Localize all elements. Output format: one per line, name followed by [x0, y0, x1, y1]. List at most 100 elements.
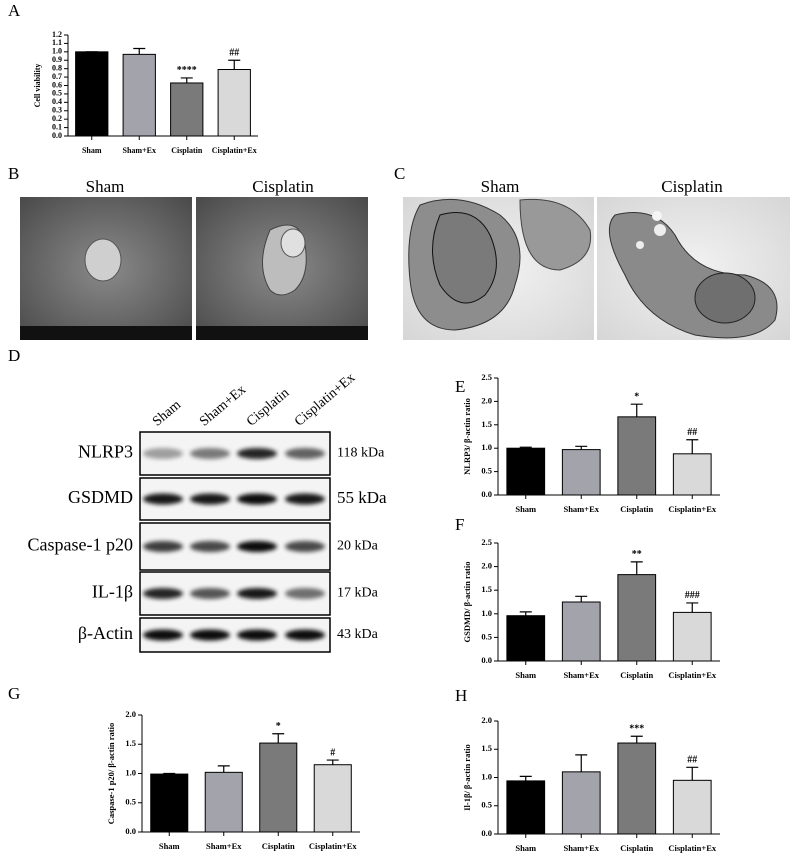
- bar: [561, 449, 601, 496]
- error-bar: [519, 775, 532, 781]
- error-bar: [326, 759, 339, 765]
- protein-label: NLRP3: [78, 442, 133, 462]
- significance-label: *: [276, 721, 281, 732]
- blot-band: [237, 448, 277, 459]
- significance-label: ##: [687, 755, 697, 766]
- bar: [506, 780, 546, 835]
- bar: [170, 82, 204, 137]
- bar: [561, 601, 601, 662]
- panel-letter: G: [8, 684, 20, 703]
- error-bar: [163, 772, 176, 775]
- y-tick-label: 0.9: [52, 55, 62, 64]
- bar: [259, 742, 298, 833]
- panel-letter: H: [455, 686, 467, 705]
- y-tick-label: 1.0: [481, 608, 492, 618]
- error-bar: [519, 446, 532, 449]
- error-bar: [272, 733, 285, 744]
- y-tick-label: 0.2: [52, 114, 62, 123]
- blot-band: [190, 448, 230, 459]
- blot-band: [143, 588, 183, 599]
- error-bar: [686, 602, 699, 613]
- x-tick-label: Cisplatin: [620, 843, 653, 853]
- y-tick-label: 2.0: [481, 561, 492, 571]
- image-title: Sham: [481, 177, 520, 196]
- x-tick-label: Sham+Ex: [563, 504, 599, 514]
- bar: [617, 742, 657, 835]
- y-tick-label: 1.0: [52, 47, 62, 56]
- x-tick-label: Sham: [515, 504, 536, 514]
- blot-band: [143, 541, 183, 552]
- y-axis-label: Il-1β/ β-actin ratio: [462, 744, 472, 811]
- significance-label: **: [632, 549, 642, 560]
- panel-letter: F: [455, 515, 464, 534]
- micrograph-images: [20, 197, 790, 340]
- y-tick-label: 0.5: [481, 631, 492, 641]
- y-tick-label: 0.5: [52, 89, 62, 98]
- blot-band: [143, 493, 183, 505]
- bar: [506, 615, 546, 662]
- size-label: 43 kDa: [337, 627, 379, 642]
- y-tick-label: 1.5: [125, 738, 136, 748]
- significance-label: #: [330, 747, 335, 758]
- panel-letter: A: [8, 1, 21, 20]
- blot-band: [190, 629, 230, 641]
- y-tick-label: 1.0: [481, 442, 492, 452]
- bar: [617, 416, 657, 496]
- y-tick-label: 0.6: [52, 80, 62, 89]
- y-tick-label: 0.0: [481, 489, 492, 499]
- error-bar: [575, 754, 588, 772]
- image-title: Cisplatin: [252, 177, 314, 196]
- x-tick-label: Cisplatin+Ex: [668, 670, 717, 680]
- blot-band: [237, 493, 277, 505]
- x-tick-label: Cisplatin+Ex: [212, 146, 257, 155]
- blot-band: [237, 588, 277, 599]
- lane-label: Sham: [150, 397, 184, 429]
- blot-band: [285, 493, 325, 505]
- error-bar: [575, 445, 588, 450]
- y-tick-label: 0.7: [52, 72, 62, 81]
- error-bar: [228, 59, 241, 70]
- blot-band: [285, 448, 325, 459]
- x-tick-label: Cisplatin: [262, 841, 295, 851]
- x-tick-label: Cisplatin: [620, 670, 653, 680]
- panel-letter: D: [8, 346, 20, 365]
- x-tick-label: Sham: [159, 841, 180, 851]
- size-label: 118 kDa: [337, 446, 385, 461]
- bar: [217, 69, 251, 137]
- blot-band: [190, 493, 230, 505]
- panel-letter: C: [394, 164, 405, 183]
- x-tick-label: Sham: [515, 843, 536, 853]
- significance-label: ****: [177, 65, 197, 76]
- y-tick-label: 2.5: [481, 537, 492, 547]
- error-bar: [630, 735, 643, 744]
- size-label: 20 kDa: [337, 539, 379, 554]
- error-bar: [180, 77, 193, 83]
- x-tick-label: Sham+Ex: [123, 146, 156, 155]
- blot-band: [285, 629, 325, 641]
- y-axis-label: GSDMD/ β-actin ratio: [462, 562, 472, 643]
- lane-label: Cisplatin+Ex: [292, 370, 358, 429]
- error-bar: [630, 403, 643, 417]
- bar: [672, 611, 712, 662]
- blot-band: [285, 588, 325, 599]
- blot-band: [143, 629, 183, 641]
- blot-band: [285, 541, 325, 552]
- image-title: Cisplatin: [661, 177, 723, 196]
- y-tick-label: 0.0: [481, 828, 492, 838]
- y-tick-label: 0.1: [52, 122, 62, 131]
- y-tick-label: 1.0: [125, 767, 136, 777]
- y-tick-label: 2.0: [481, 715, 492, 725]
- size-label: 55 kDa: [337, 488, 387, 507]
- y-tick-label: 0.0: [125, 826, 136, 836]
- y-tick-label: 0.5: [125, 797, 136, 807]
- error-bar: [686, 766, 699, 781]
- x-tick-label: Cisplatin+Ex: [668, 843, 717, 853]
- error-bar: [686, 439, 699, 454]
- y-tick-label: 0.4: [52, 97, 62, 106]
- significance-label: ###: [685, 590, 700, 601]
- panel-letter: E: [455, 377, 465, 396]
- y-tick-label: 0.0: [52, 131, 62, 140]
- protein-label: Caspase-1 p20: [28, 535, 133, 555]
- bar: [672, 779, 712, 835]
- bar: [150, 773, 189, 833]
